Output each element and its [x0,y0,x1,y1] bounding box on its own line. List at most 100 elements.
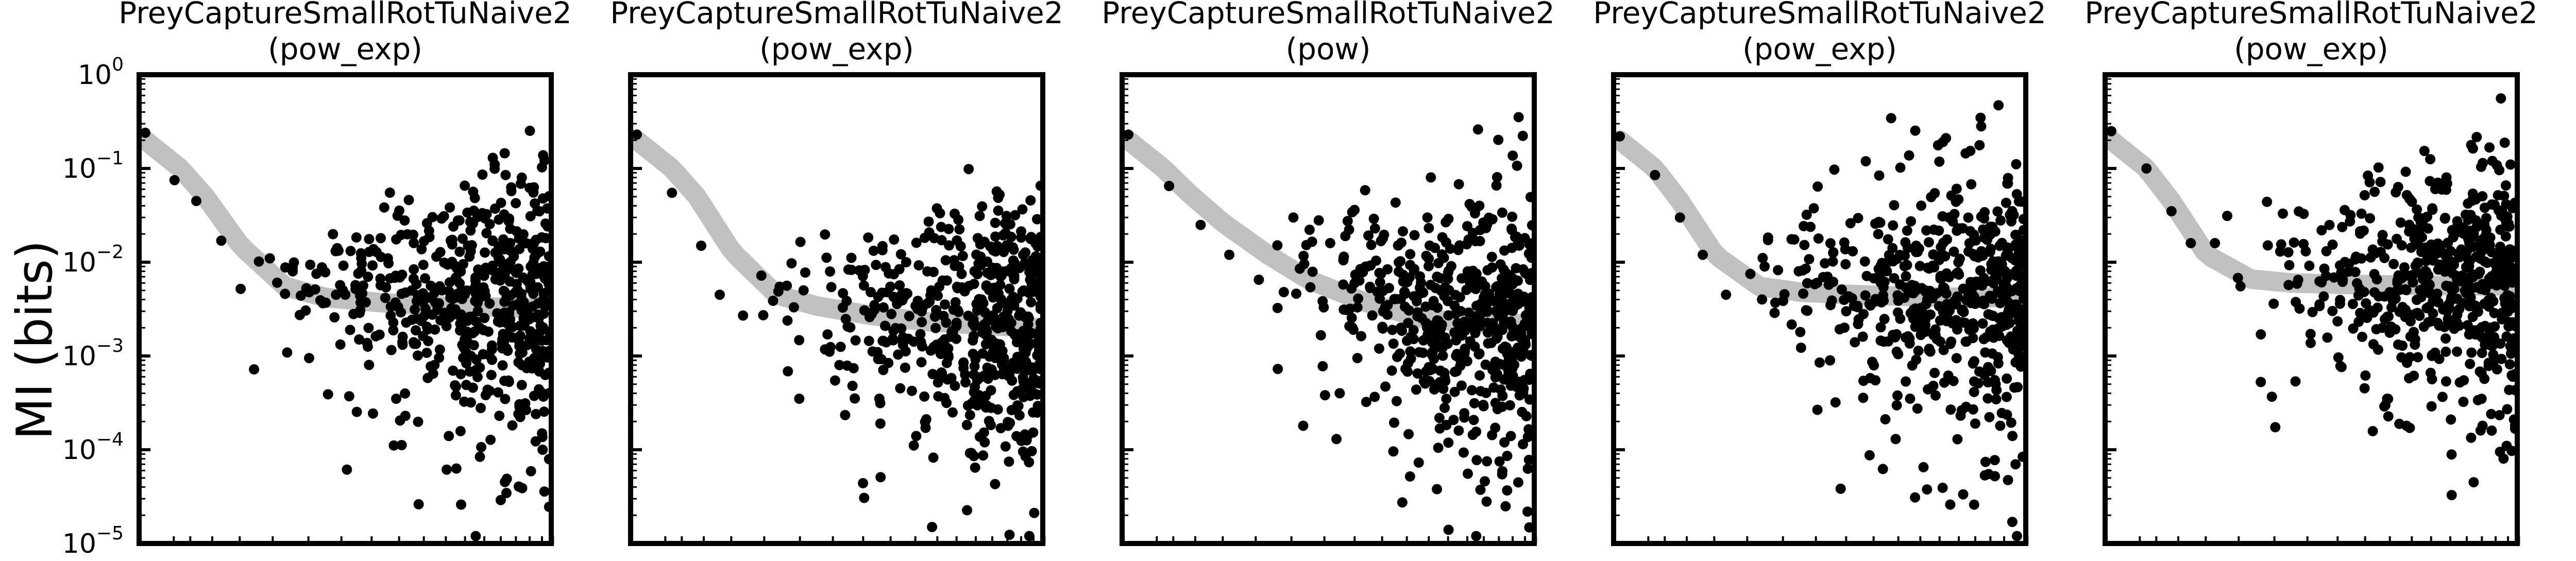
data-point [1882,257,1893,268]
data-point [1010,210,1021,220]
data-point [2412,257,2423,268]
data-point [1802,278,1812,288]
y-tick-label: 10−5 [62,523,124,559]
data-point [2011,531,2022,541]
data-point [1388,446,1399,457]
data-point [1937,482,1948,493]
data-point [969,361,980,371]
data-point [1826,295,1837,306]
data-point [758,310,769,320]
data-point [2423,283,2434,294]
data-point [2408,277,2418,288]
data-point [2322,332,2333,343]
data-point [1928,224,1939,235]
data-point [495,495,506,505]
data-point [950,380,960,391]
data-point [1014,263,1025,274]
data-point [1439,291,1450,301]
data-point [397,331,408,342]
data-point [363,271,374,282]
data-point [1992,206,2003,217]
data-point [1615,131,1625,142]
data-point [972,269,983,280]
data-point [1423,322,1434,333]
data-point [383,258,394,269]
data-point [1523,424,1534,435]
data-point [1907,360,1918,371]
data-point [1389,417,1399,428]
data-point [467,382,478,393]
data-point [363,322,374,333]
data-point [950,208,960,219]
data-point [1948,246,1959,257]
data-point [2496,248,2506,259]
data-point [1996,407,2007,418]
data-point [2461,262,2471,273]
data-point [537,428,548,439]
data-point [2395,217,2406,228]
data-point [2329,272,2340,283]
data-point [534,384,545,395]
data-point [1512,160,1522,171]
data-point [1338,304,1349,315]
data-point [1487,295,1498,306]
data-point [1008,255,1019,266]
data-point [1889,200,1900,211]
plot-area [1122,112,1534,541]
panel-subtitle: (pow_exp) [1742,31,1897,66]
data-point [2452,274,2463,285]
data-point [875,418,886,429]
data-point [2467,312,2478,322]
data-point [2484,273,2495,284]
data-point [1018,336,1028,346]
data-point [2477,348,2487,359]
data-point [1915,320,1926,331]
data-point [901,257,911,267]
data-point [794,335,805,346]
data-point [922,298,933,309]
data-point [991,186,1002,197]
data-point [2484,327,2495,337]
data-point [1475,484,1486,495]
data-point [2485,340,2496,351]
data-point [2500,231,2511,242]
data-point [2003,178,2013,189]
data-point [1887,243,1898,253]
data-point [2306,337,2316,348]
data-point [476,441,487,452]
data-point [1762,235,1773,245]
data-point [883,358,894,368]
data-point [2499,138,2510,148]
data-point [2350,267,2361,277]
data-point [507,420,518,431]
data-point [2412,352,2423,363]
data-point [1478,401,1489,412]
data-point [1873,229,1884,240]
data-point [2337,222,2348,232]
data-point [911,237,922,248]
data-point [2493,262,2504,273]
data-point [2266,392,2277,402]
data-point [1917,283,1927,294]
data-point [1875,277,1886,288]
data-point [847,381,858,391]
data-point [874,394,885,404]
data-point [345,325,355,335]
data-point [1759,261,1770,272]
data-point [504,245,515,256]
data-point [1953,257,1964,268]
data-point [986,364,997,375]
data-point [470,296,481,307]
data-point [1319,390,1330,401]
data-point [1288,212,1299,223]
data-point [1018,372,1028,383]
data-point [305,260,316,270]
data-point [493,387,503,398]
data-point [2357,331,2367,342]
data-point [434,344,445,355]
data-point [354,334,365,345]
data-point [2011,265,2022,276]
data-point [2449,324,2460,334]
data-point [1387,325,1398,335]
data-point [1349,278,1360,288]
